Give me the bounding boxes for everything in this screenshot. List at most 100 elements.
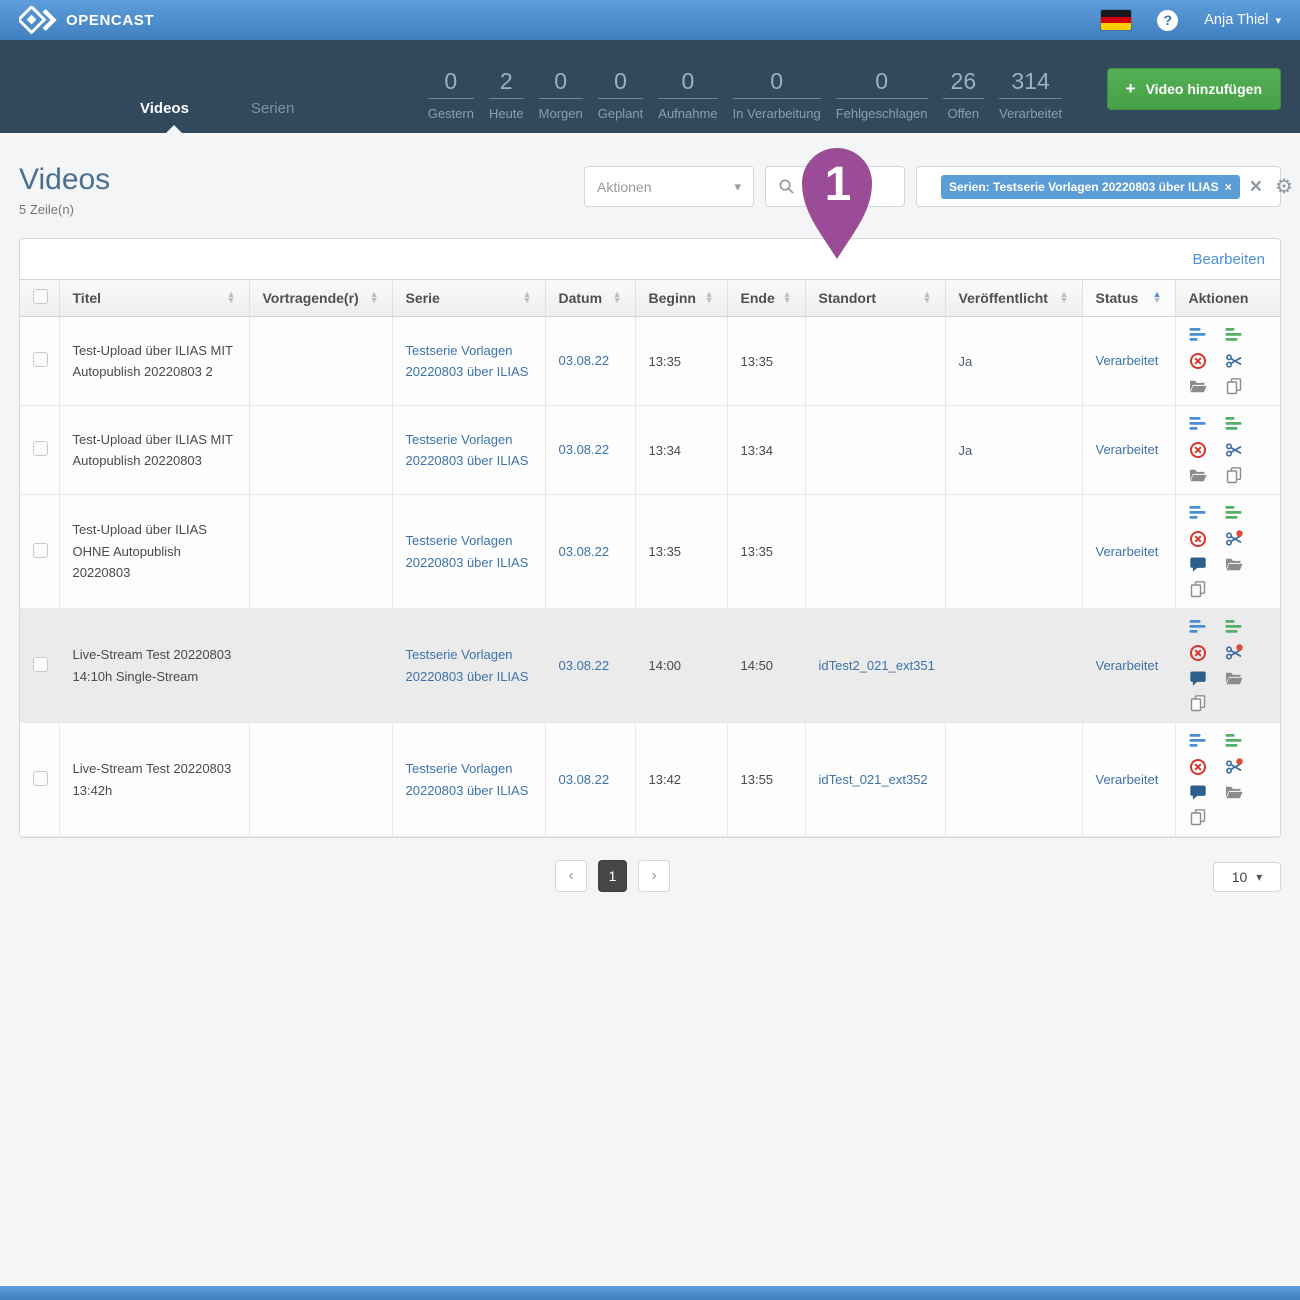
assets-folder-icon[interactable] xyxy=(1189,377,1207,395)
duplicate-icon[interactable] xyxy=(1189,580,1207,598)
current-page-button[interactable]: 1 xyxy=(598,860,627,892)
delete-icon[interactable] xyxy=(1189,441,1207,459)
row-checkbox[interactable] xyxy=(33,352,48,367)
date-link[interactable]: 03.08.22 xyxy=(558,771,610,787)
status-link[interactable]: Verarbeitet xyxy=(1095,657,1159,673)
date-link[interactable]: 03.08.22 xyxy=(558,543,610,559)
user-menu[interactable]: Anja Thiel ▾ xyxy=(1204,12,1281,28)
publications-icon[interactable] xyxy=(1225,416,1243,434)
duplicate-icon[interactable] xyxy=(1189,694,1207,712)
assets-folder-icon[interactable] xyxy=(1225,669,1243,687)
brand-name: OPENCAST xyxy=(66,11,155,29)
status-link[interactable]: Verarbeitet xyxy=(1095,543,1159,559)
stat-offen[interactable]: 26 Offen xyxy=(942,68,985,121)
publications-icon[interactable] xyxy=(1225,327,1243,345)
date-link[interactable]: 03.08.22 xyxy=(558,657,610,673)
date-link[interactable]: 03.08.22 xyxy=(558,353,610,369)
stat-aufnahme[interactable]: 0 Aufnahme xyxy=(658,68,718,121)
stat-verarbeitet[interactable]: 314 Verarbeitet xyxy=(999,68,1062,121)
event-details-icon[interactable] xyxy=(1189,619,1207,637)
add-video-button[interactable]: + Video hinzufügen xyxy=(1106,68,1281,110)
delete-icon[interactable] xyxy=(1189,352,1207,370)
filter-settings-gear-icon[interactable]: ⚙ xyxy=(1274,175,1293,198)
delete-icon[interactable] xyxy=(1189,530,1207,548)
comments-icon[interactable] xyxy=(1189,783,1207,801)
assets-folder-icon[interactable] xyxy=(1189,466,1207,484)
col-header-titel[interactable]: Titel ▲ ▼ xyxy=(58,279,250,317)
col-header-serie[interactable]: Serie ▲ ▼ xyxy=(391,279,546,317)
table-row: Test-Upload über ILIAS MIT Autopublish 2… xyxy=(20,316,1280,406)
sort-icon: ▲ ▼ xyxy=(522,289,532,305)
publications-icon[interactable] xyxy=(1225,619,1243,637)
col-header-status[interactable]: Status ▲ ▼ xyxy=(1081,279,1176,317)
event-details-icon[interactable] xyxy=(1189,505,1207,523)
chip-remove-icon[interactable]: × xyxy=(1224,179,1232,194)
stat-morgen[interactable]: 0 Morgen xyxy=(538,68,583,121)
video-editor-scissors-badge-icon[interactable] xyxy=(1225,530,1243,548)
duplicate-icon[interactable] xyxy=(1225,466,1243,484)
row-checkbox[interactable] xyxy=(33,656,48,672)
tab-serien[interactable]: Serien xyxy=(250,100,295,117)
row-checkbox[interactable] xyxy=(33,441,48,456)
date-link[interactable]: 03.08.22 xyxy=(558,442,610,458)
help-icon[interactable]: ? xyxy=(1157,9,1179,31)
row-checkbox[interactable] xyxy=(33,542,48,558)
event-details-icon[interactable] xyxy=(1189,416,1207,434)
video-editor-scissors-icon[interactable] xyxy=(1225,441,1243,459)
search-input[interactable] xyxy=(765,166,905,207)
video-editor-scissors-badge-icon[interactable] xyxy=(1225,758,1243,776)
page-size-select[interactable]: 10 ▾ xyxy=(1213,862,1281,892)
end-time: 13:34 xyxy=(726,405,806,495)
assets-folder-icon[interactable] xyxy=(1225,783,1243,801)
video-editor-scissors-icon[interactable] xyxy=(1225,352,1243,370)
actions-dropdown[interactable]: Aktionen ▾ xyxy=(584,166,754,207)
edit-columns-link[interactable]: Bearbeiten xyxy=(1192,250,1265,268)
sort-icon: ▲ ▼ xyxy=(1152,289,1162,305)
series-link[interactable]: Testserie Vorlagen 20220803 über ILIAS xyxy=(405,761,529,798)
comments-icon[interactable] xyxy=(1189,555,1207,573)
col-header-datum[interactable]: Datum ▲ ▼ xyxy=(544,279,636,317)
series-link[interactable]: Testserie Vorlagen 20220803 über ILIAS xyxy=(405,533,529,570)
event-details-icon[interactable] xyxy=(1189,733,1207,751)
status-link[interactable]: Verarbeitet xyxy=(1095,353,1159,369)
comments-icon[interactable] xyxy=(1189,669,1207,687)
series-link[interactable]: Testserie Vorlagen 20220803 über ILIAS xyxy=(405,342,529,379)
publications-icon[interactable] xyxy=(1225,733,1243,751)
tab-videos[interactable]: Videos xyxy=(140,100,189,117)
series-link[interactable]: Testserie Vorlagen 20220803 über ILIAS xyxy=(405,431,529,468)
col-header-ende[interactable]: Ende ▲ ▼ xyxy=(726,279,806,317)
status-link[interactable]: Verarbeitet xyxy=(1095,442,1159,458)
sort-icon: ▲ ▼ xyxy=(1059,289,1069,305)
assets-folder-icon[interactable] xyxy=(1225,555,1243,573)
col-header-standort[interactable]: Standort ▲ ▼ xyxy=(804,279,946,317)
event-details-icon[interactable] xyxy=(1189,327,1207,345)
prev-page-button[interactable]: ‹ xyxy=(555,860,587,892)
location-link[interactable]: idTest2_021_ext351 xyxy=(818,657,935,673)
col-header-beginn[interactable]: Beginn ▲ ▼ xyxy=(634,279,728,317)
delete-icon[interactable] xyxy=(1189,644,1207,662)
sort-icon: ▲ ▼ xyxy=(782,289,792,305)
stat-geplant[interactable]: 0 Geplant xyxy=(597,68,644,121)
col-header-vortragende[interactable]: Vortragende(r) ▲ ▼ xyxy=(248,279,393,317)
end-time: 13:35 xyxy=(726,494,806,609)
delete-icon[interactable] xyxy=(1189,758,1207,776)
duplicate-icon[interactable] xyxy=(1189,808,1207,826)
status-link[interactable]: Verarbeitet xyxy=(1095,771,1159,787)
duplicate-icon[interactable] xyxy=(1225,377,1243,395)
stat-gestern[interactable]: 0 Gestern xyxy=(427,68,474,121)
video-editor-scissors-badge-icon[interactable] xyxy=(1225,644,1243,662)
publications-icon[interactable] xyxy=(1225,505,1243,523)
location-link[interactable]: idTest_021_ext352 xyxy=(818,771,928,787)
stat-heute[interactable]: 2 Heute xyxy=(488,68,524,121)
row-checkbox[interactable] xyxy=(33,770,48,786)
select-all-checkbox[interactable] xyxy=(33,289,48,304)
stat-fehlgeschlagen[interactable]: 0 Fehlgeschlagen xyxy=(835,68,928,121)
col-header-veroeffentlicht[interactable]: Veröffentlicht ▲ ▼ xyxy=(944,279,1083,317)
language-flag-german[interactable] xyxy=(1101,10,1132,30)
series-link[interactable]: Testserie Vorlagen 20220803 über ILIAS xyxy=(405,647,529,684)
next-page-button[interactable]: › xyxy=(638,860,670,892)
row-count: 5 Zeile(n) xyxy=(19,202,74,217)
clear-filters-icon[interactable]: × xyxy=(1249,175,1262,198)
stat-in-verarbeitung[interactable]: 0 In Verarbeitung xyxy=(732,68,821,121)
filter-chip[interactable]: Serien: Testserie Vorlagen 20220803 über… xyxy=(941,174,1240,199)
